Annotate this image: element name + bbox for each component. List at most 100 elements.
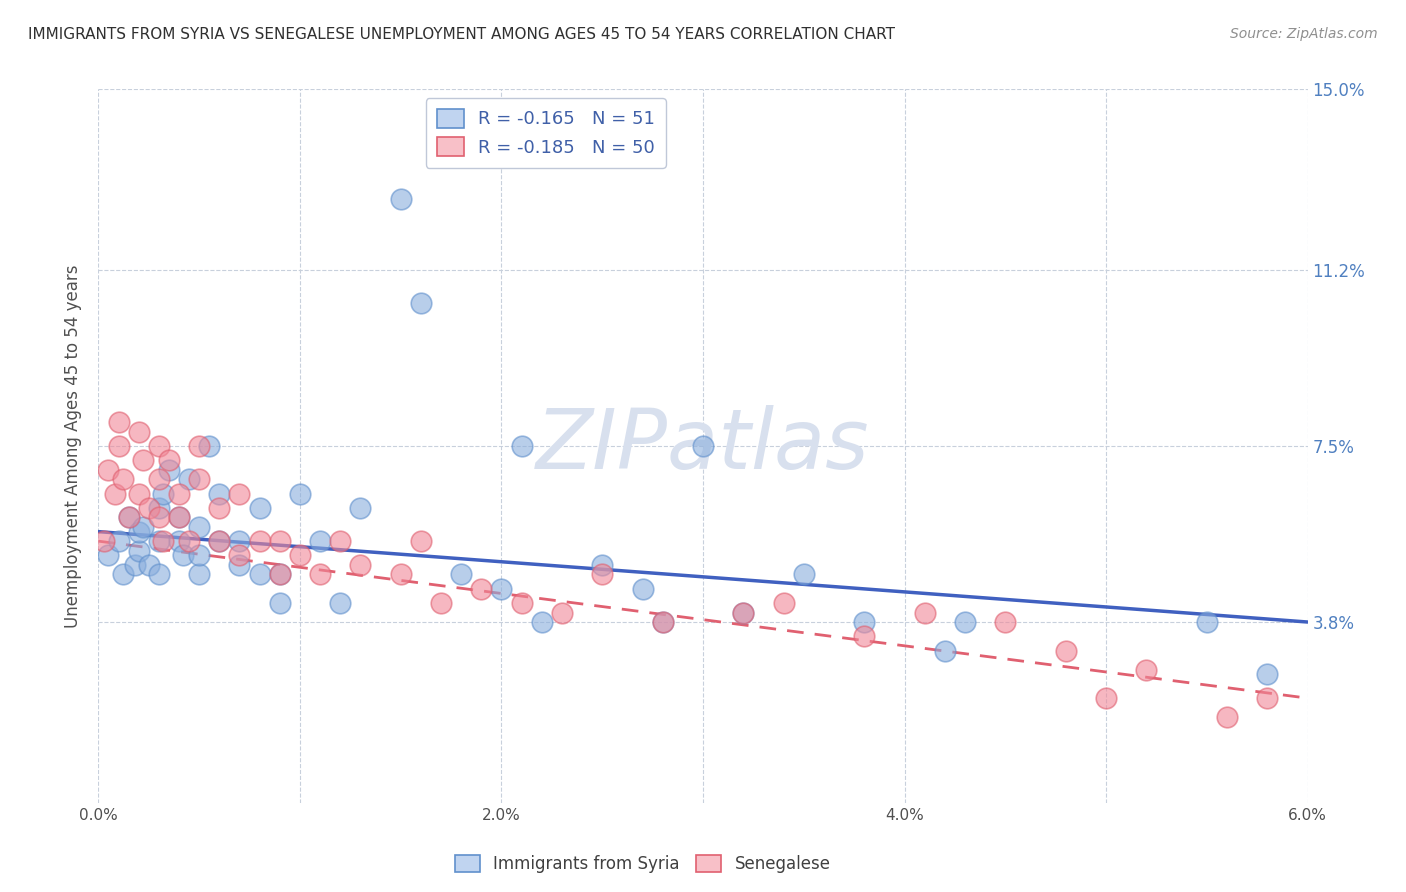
Point — [148, 500, 170, 515]
Legend: Immigrants from Syria, Senegalese: Immigrants from Syria, Senegalese — [449, 848, 837, 880]
Point — [228, 549, 250, 563]
Point — [118, 510, 141, 524]
Point — [157, 463, 180, 477]
Point — [148, 472, 170, 486]
Point — [389, 192, 412, 206]
Text: Source: ZipAtlas.com: Source: ZipAtlas.com — [1230, 27, 1378, 41]
Point — [349, 500, 371, 515]
Point — [631, 582, 654, 596]
Point — [107, 439, 129, 453]
Point — [128, 425, 150, 439]
Point — [1054, 643, 1077, 657]
Point — [1256, 667, 1278, 681]
Point — [97, 549, 120, 563]
Point — [1195, 615, 1218, 629]
Point — [208, 500, 231, 515]
Point — [132, 453, 155, 467]
Point — [309, 567, 332, 582]
Point — [228, 486, 250, 500]
Point — [148, 534, 170, 549]
Point — [249, 567, 271, 582]
Point — [208, 486, 231, 500]
Point — [132, 520, 155, 534]
Point — [733, 606, 755, 620]
Point — [409, 296, 432, 310]
Point — [167, 510, 190, 524]
Point — [733, 606, 755, 620]
Point — [591, 558, 613, 572]
Point — [309, 534, 332, 549]
Point — [934, 643, 956, 657]
Point — [124, 558, 146, 572]
Point — [138, 558, 160, 572]
Text: ZIPatlas: ZIPatlas — [536, 406, 870, 486]
Point — [772, 596, 794, 610]
Point — [148, 439, 170, 453]
Y-axis label: Unemployment Among Ages 45 to 54 years: Unemployment Among Ages 45 to 54 years — [65, 264, 83, 628]
Point — [551, 606, 574, 620]
Point — [651, 615, 673, 629]
Point — [167, 534, 190, 549]
Point — [188, 472, 211, 486]
Point — [430, 596, 453, 610]
Point — [994, 615, 1017, 629]
Point — [198, 439, 221, 453]
Point — [1095, 691, 1118, 706]
Point — [167, 510, 190, 524]
Point — [853, 629, 876, 643]
Point — [269, 567, 291, 582]
Point — [111, 567, 134, 582]
Point — [470, 582, 492, 596]
Point — [491, 582, 513, 596]
Point — [148, 510, 170, 524]
Point — [269, 534, 291, 549]
Point — [591, 567, 613, 582]
Point — [692, 439, 714, 453]
Point — [93, 534, 115, 549]
Point — [1256, 691, 1278, 706]
Point — [953, 615, 976, 629]
Point — [793, 567, 815, 582]
Point — [249, 534, 271, 549]
Point — [530, 615, 553, 629]
Point — [510, 596, 533, 610]
Point — [1216, 710, 1239, 724]
Point — [188, 549, 211, 563]
Point — [107, 534, 129, 549]
Text: IMMIGRANTS FROM SYRIA VS SENEGALESE UNEMPLOYMENT AMONG AGES 45 TO 54 YEARS CORRE: IMMIGRANTS FROM SYRIA VS SENEGALESE UNEM… — [28, 27, 896, 42]
Point — [329, 596, 352, 610]
Point — [450, 567, 472, 582]
Point — [914, 606, 936, 620]
Point — [138, 500, 160, 515]
Point — [167, 486, 190, 500]
Point — [208, 534, 231, 549]
Point — [288, 486, 311, 500]
Point — [208, 534, 231, 549]
Point — [152, 486, 174, 500]
Point — [128, 486, 150, 500]
Point — [409, 534, 432, 549]
Point — [179, 534, 201, 549]
Point — [157, 453, 180, 467]
Point — [148, 567, 170, 582]
Point — [288, 549, 311, 563]
Point — [249, 500, 271, 515]
Point — [179, 472, 201, 486]
Point — [118, 510, 141, 524]
Point — [853, 615, 876, 629]
Point — [107, 415, 129, 429]
Point — [128, 524, 150, 539]
Point — [389, 567, 412, 582]
Point — [228, 558, 250, 572]
Point — [128, 543, 150, 558]
Point — [349, 558, 371, 572]
Point — [103, 486, 125, 500]
Point — [651, 615, 673, 629]
Point — [228, 534, 250, 549]
Point — [188, 520, 211, 534]
Point — [188, 439, 211, 453]
Point — [188, 567, 211, 582]
Point — [172, 549, 194, 563]
Point — [269, 596, 291, 610]
Point — [269, 567, 291, 582]
